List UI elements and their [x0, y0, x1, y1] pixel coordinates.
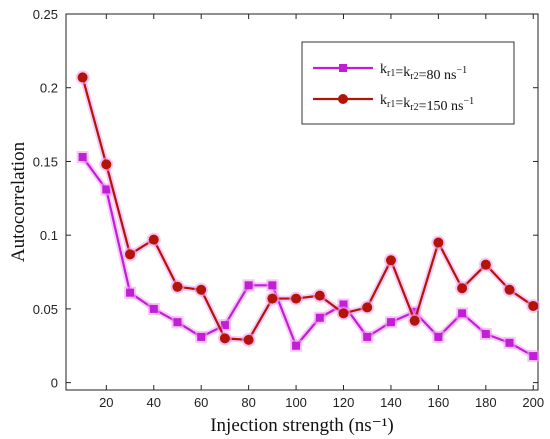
y-tick-label: 0	[51, 376, 58, 391]
data-point-square	[220, 321, 229, 330]
series-2	[75, 70, 541, 347]
data-point-square	[149, 304, 158, 313]
data-point-circle	[77, 72, 88, 83]
data-point-circle	[148, 234, 159, 245]
data-point-circle	[528, 300, 539, 311]
data-point-circle	[172, 281, 183, 292]
data-point-square	[292, 341, 301, 350]
data-point-square	[505, 338, 514, 347]
x-tick-label: 180	[475, 395, 497, 410]
data-point-circle	[433, 237, 444, 248]
x-tick-label: 40	[147, 395, 161, 410]
x-tick-label: 60	[194, 395, 208, 410]
series-2-line	[81, 77, 534, 341]
legend-label: kr1=kr2=80 ns−1	[380, 62, 467, 83]
series-layer	[75, 70, 541, 363]
data-point-square	[197, 332, 206, 341]
y-tick-label: 0.25	[33, 7, 58, 22]
legend-marker-circle	[338, 94, 348, 104]
x-axis-title: Injection strength (ns⁻¹)	[210, 415, 394, 436]
ticks-layer: 20 40 60 80 100 120 140 160 180 200 0 0.05 0.1 0.15 0.…	[33, 7, 544, 410]
x-tick-label: 200	[522, 395, 544, 410]
x-tick-label: 160	[428, 395, 450, 410]
data-point-square	[481, 329, 490, 338]
x-tick-label: 20	[99, 395, 113, 410]
data-point-circle	[196, 284, 207, 295]
x-tick-label: 80	[241, 395, 255, 410]
data-point-circle	[314, 290, 325, 301]
data-point-square	[102, 185, 111, 194]
data-point-square	[339, 300, 348, 309]
legend-marker-square	[339, 64, 347, 72]
data-point-circle	[385, 255, 396, 266]
data-point-square	[126, 288, 135, 297]
y-tick-label: 0.15	[33, 154, 58, 169]
data-point-circle	[362, 302, 373, 313]
data-point-square	[529, 352, 538, 361]
data-point-square	[244, 281, 253, 290]
y-tick-label: 0.2	[40, 81, 58, 96]
legend-item-2: kr1=kr2=150 ns−1	[313, 93, 474, 114]
x-tick-label: 120	[333, 395, 355, 410]
legend: kr1=kr2=80 ns−1 kr1=kr2=150 ns−1	[301, 41, 515, 125]
data-point-circle	[504, 284, 515, 295]
series-1	[76, 151, 540, 363]
legend-label: kr1=kr2=150 ns−1	[380, 93, 474, 114]
data-point-circle	[243, 334, 254, 345]
data-point-square	[173, 318, 182, 327]
data-point-square	[363, 332, 372, 341]
data-point-square	[268, 281, 277, 290]
data-point-square	[458, 309, 467, 318]
legend-box	[301, 41, 515, 125]
data-point-square	[386, 318, 395, 327]
data-point-square	[315, 313, 324, 322]
y-tick-label: 0.1	[40, 228, 58, 243]
legend-item-1: kr1=kr2=80 ns−1	[313, 62, 467, 83]
data-point-circle	[125, 249, 136, 260]
data-point-circle	[457, 283, 468, 294]
x-tick-label: 100	[285, 395, 307, 410]
data-point-circle	[338, 308, 349, 319]
data-point-square	[78, 153, 87, 162]
x-tick-label: 140	[380, 395, 402, 410]
y-axis-title: Autocorrelation	[8, 141, 29, 262]
data-point-circle	[480, 259, 491, 270]
data-point-circle	[219, 333, 230, 344]
legend-items: kr1=kr2=80 ns−1 kr1=kr2=150 ns−1	[313, 62, 474, 114]
data-point-square	[434, 332, 443, 341]
data-point-circle	[267, 293, 278, 304]
data-point-circle	[101, 159, 112, 170]
data-point-circle	[409, 315, 420, 326]
data-point-circle	[291, 293, 302, 304]
y-tick-label: 0.05	[33, 302, 58, 317]
